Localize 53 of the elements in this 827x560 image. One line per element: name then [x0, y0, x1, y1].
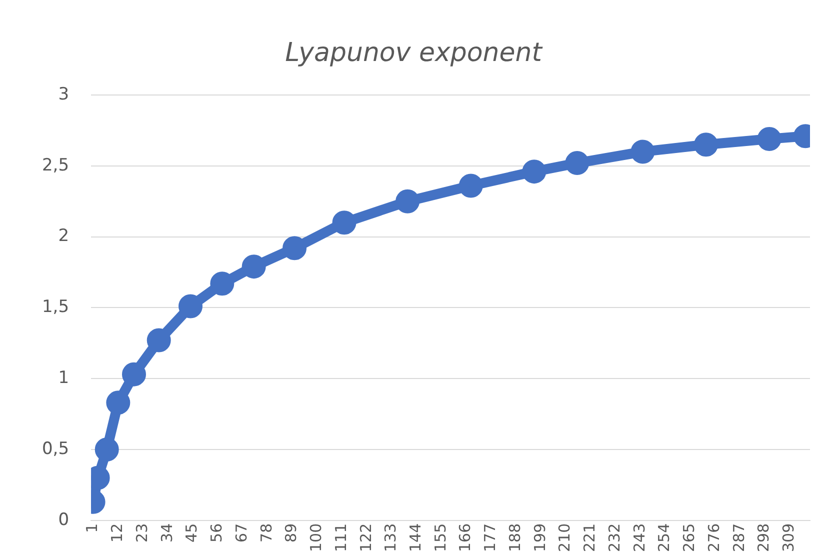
- x-tick-label: 309: [780, 523, 798, 552]
- x-tick-label: 144: [406, 523, 424, 552]
- x-tick-label: 232: [605, 523, 624, 552]
- y-tick-label: 0,5: [42, 438, 70, 459]
- x-tick-label: 23: [132, 523, 151, 542]
- point: [458, 174, 483, 198]
- point: [630, 140, 655, 164]
- y-tick-label: 0: [58, 510, 70, 530]
- point: [757, 126, 782, 151]
- x-tick-label: 1: [83, 523, 102, 533]
- x-tick-label: 199: [530, 523, 549, 552]
- point: [210, 272, 234, 296]
- point: [694, 132, 718, 157]
- x-tick-label: 56: [208, 523, 226, 542]
- x-tick-label: 210: [556, 523, 574, 552]
- point: [242, 254, 266, 279]
- y-tick-label: 2,5: [42, 155, 70, 176]
- y-tick-label: 3: [58, 84, 70, 104]
- point: [178, 294, 203, 318]
- x-tick-label: 177: [481, 523, 500, 552]
- x-tick-label: 166: [456, 523, 474, 552]
- x-tick-label: 221: [580, 523, 599, 552]
- x-tick-label: 34: [158, 523, 176, 542]
- x-tick-label: 67: [232, 523, 250, 542]
- x-tick-label: 45: [182, 523, 201, 542]
- x-tick-label: 78: [257, 523, 276, 542]
- y-tick-label: 1: [58, 368, 70, 388]
- x-tick-label: 287: [730, 523, 748, 552]
- x-tick-label: 276: [704, 523, 723, 552]
- x-tick-label: 89: [282, 523, 300, 542]
- x-tick-label: 254: [655, 523, 674, 552]
- point: [146, 328, 171, 352]
- point: [94, 437, 119, 462]
- point: [522, 160, 546, 184]
- point: [332, 210, 356, 235]
- chart-title: Lyapunov exponent: [284, 38, 544, 68]
- x-tick-label: 188: [506, 523, 524, 552]
- point: [396, 189, 420, 214]
- x-tick-label: 133: [382, 523, 400, 552]
- point: [282, 236, 307, 260]
- x-tick-label: 155: [431, 523, 450, 552]
- y-tick-label: 1,5: [42, 297, 70, 318]
- point: [122, 362, 146, 386]
- x-tick-label: 111: [332, 523, 350, 552]
- x-tick-label: 265: [680, 523, 698, 552]
- x-tick-label: 100: [307, 523, 326, 552]
- y-tick-label: 2: [58, 226, 70, 246]
- point: [565, 151, 590, 176]
- x-tick-label: 12: [108, 523, 126, 542]
- point: [106, 390, 130, 415]
- x-tick-label: 298: [754, 523, 773, 552]
- x-tick-label: 243: [630, 523, 648, 552]
- x-tick-label: 122: [356, 523, 375, 552]
